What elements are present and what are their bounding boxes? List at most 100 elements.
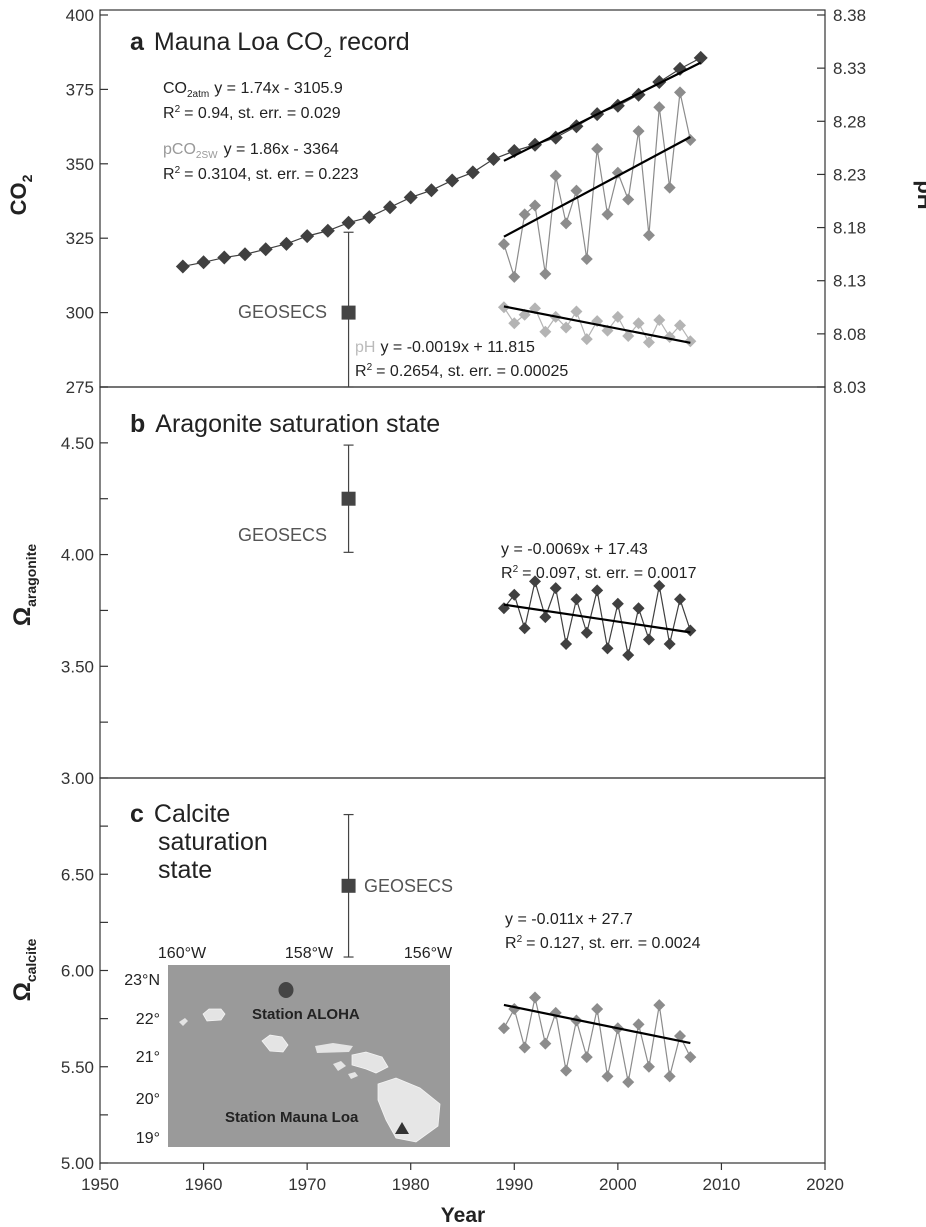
island-kauai xyxy=(202,1008,226,1022)
calcite-stats: R2 = 0.127, st. err. = 0.0024 xyxy=(505,934,701,952)
data-point xyxy=(497,1022,510,1035)
data-point xyxy=(341,215,356,230)
data-point xyxy=(445,173,460,188)
y-tick-label-panel-c: 6.00 xyxy=(61,962,94,981)
data-point xyxy=(300,229,315,244)
station-aloha-marker xyxy=(278,982,294,998)
data-point xyxy=(518,622,531,635)
y2-tick-label-panel-a: 8.13 xyxy=(833,272,866,291)
data-point xyxy=(529,991,541,1004)
data-point xyxy=(424,183,439,198)
data-point xyxy=(580,626,593,639)
panel-a-title: a Mauna Loa CO2 record xyxy=(130,28,410,61)
data-point xyxy=(320,223,335,238)
data-point xyxy=(653,999,666,1012)
data-point xyxy=(570,184,583,197)
data-point xyxy=(653,579,666,592)
data-point xyxy=(611,310,624,323)
panel-a-ylabel: CO2 xyxy=(6,174,35,215)
data-point xyxy=(684,133,697,146)
co2atm-stats: R2 = 0.94, st. err. = 0.029 xyxy=(163,104,341,122)
data-point xyxy=(663,637,676,650)
trend-line xyxy=(503,136,691,238)
panel-c-geosecs-label: GEOSECS xyxy=(364,876,453,896)
data-point xyxy=(622,1076,635,1089)
data-point xyxy=(383,200,397,215)
x-tick-label: 2020 xyxy=(806,1175,844,1194)
data-point xyxy=(175,259,190,274)
ph-stats: R2 = 0.2654, st. err. = 0.00025 xyxy=(355,362,568,380)
geosecs-marker xyxy=(341,878,356,893)
trend-line xyxy=(503,603,691,634)
island-hawaii xyxy=(377,1077,441,1143)
data-point xyxy=(642,633,655,646)
map-lon-160: 160°W xyxy=(158,945,207,962)
axis-ticks: 275 300 325 350 375 400 3.00 3.50 4.00 4.50 5.00 5.… xyxy=(61,6,866,1194)
map-lat-21: 21° xyxy=(136,1049,160,1066)
data-point xyxy=(539,267,552,280)
data-point xyxy=(403,190,418,205)
panel-c-title: c Calcite saturation state xyxy=(130,800,275,884)
data-point xyxy=(642,336,655,349)
island-niihau xyxy=(179,1018,188,1026)
data-point xyxy=(539,611,552,624)
x-tick-label: 1970 xyxy=(288,1175,326,1194)
x-tick-label: 1950 xyxy=(81,1175,119,1194)
inset-map: Station ALOHA Station Mauna Loa 160°W 15… xyxy=(124,945,453,1147)
data-point xyxy=(560,217,573,230)
data-point xyxy=(674,1029,686,1042)
trend-line xyxy=(503,305,691,344)
y-tick-label-panel-b: 4.00 xyxy=(61,546,94,565)
data-point xyxy=(560,637,573,650)
data-point xyxy=(591,584,604,597)
y-tick-label-panel-a: 325 xyxy=(66,229,94,248)
panel-a-y2label: pH xyxy=(913,180,926,209)
map-lon-156: 156°W xyxy=(404,945,453,962)
data-point xyxy=(663,1070,676,1083)
map-lon-158: 158°W xyxy=(285,945,334,962)
y-tick-label-panel-a: 300 xyxy=(66,304,94,323)
data-point xyxy=(653,101,666,114)
data-point xyxy=(570,305,583,318)
panel-b-geosecs-label: GEOSECS xyxy=(238,525,327,545)
y2-tick-label-panel-a: 8.28 xyxy=(833,112,866,131)
data-point xyxy=(622,649,635,662)
panel-b-letter: b xyxy=(130,410,145,438)
calcite-equation: y = -0.011x + 27.7 xyxy=(505,911,633,928)
island-oahu xyxy=(261,1034,289,1053)
x-tick-label: 2000 xyxy=(599,1175,637,1194)
data-point xyxy=(674,319,686,332)
map-lat-20: 20° xyxy=(136,1091,160,1108)
panel-a-geosecs-label: GEOSECS xyxy=(238,302,327,322)
y-tick-label-panel-b: 3.50 xyxy=(61,657,94,676)
map-lat-19: 19° xyxy=(136,1130,160,1147)
data-point xyxy=(238,247,252,262)
data-point xyxy=(663,181,676,194)
panel-c-ylabel: Ωcalcite xyxy=(9,938,39,1001)
data-point xyxy=(518,1041,531,1054)
station-mauna-loa-marker xyxy=(395,1122,409,1134)
island-kahoolawe xyxy=(348,1072,358,1079)
data-point xyxy=(518,208,531,221)
ph-equation: pH y = -0.0019x + 11.815 xyxy=(355,339,535,356)
y-tick-label-panel-a: 350 xyxy=(66,155,94,174)
map-lat-22: 22° xyxy=(136,1011,160,1028)
panel-frames xyxy=(99,9,826,1164)
y2-tick-label-panel-a: 8.33 xyxy=(833,59,866,78)
data-point xyxy=(497,238,510,251)
data-point xyxy=(684,335,697,348)
data-point xyxy=(632,317,645,330)
station-aloha-label: Station ALOHA xyxy=(252,1006,360,1023)
data-point xyxy=(632,1018,645,1031)
data-point xyxy=(549,582,562,595)
pco2sw-equation: pCO2SW y = 1.86x - 3364 xyxy=(163,141,339,161)
island-maui xyxy=(351,1051,389,1074)
y-tick-label-panel-c: 5.50 xyxy=(61,1058,94,1077)
map-lat-23: 23°N xyxy=(124,972,160,989)
y2-tick-label-panel-a: 8.23 xyxy=(833,165,866,184)
geosecs-marker xyxy=(341,305,356,320)
data-point xyxy=(684,624,697,637)
trend-line xyxy=(503,61,702,162)
y2-tick-label-panel-a: 8.38 xyxy=(833,6,866,25)
